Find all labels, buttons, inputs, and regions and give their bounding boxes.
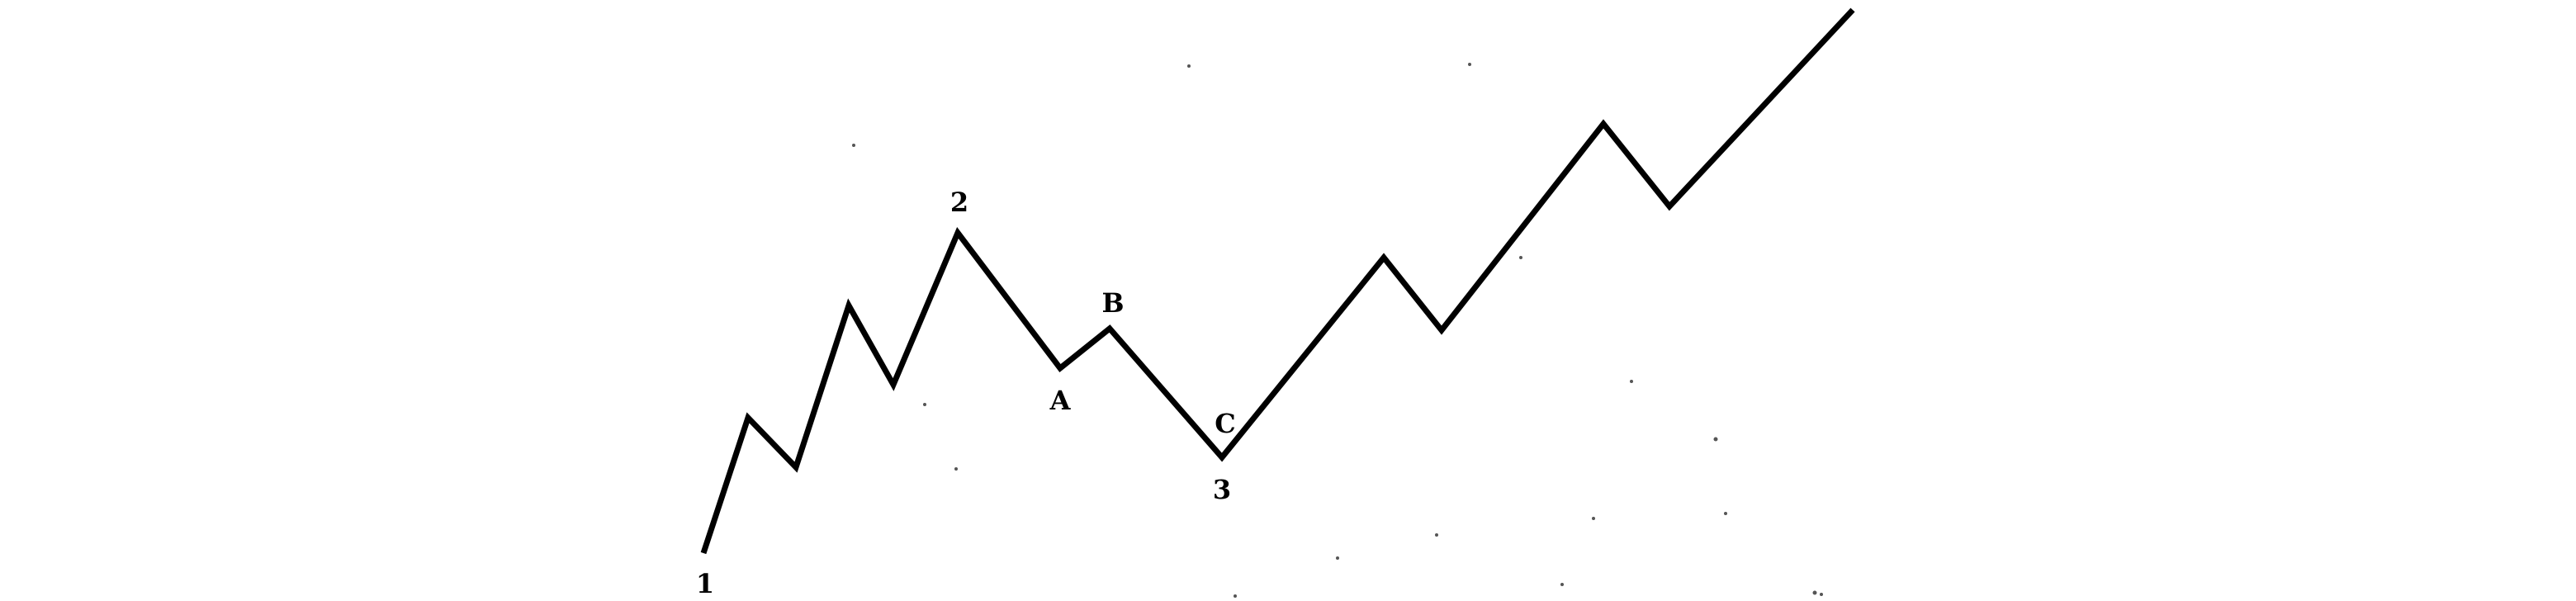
label-point-a: A [1049, 385, 1072, 416]
label-point-2: 2 [950, 187, 968, 218]
label-point-1: 1 [696, 568, 714, 599]
label-point-b: B [1101, 287, 1124, 319]
label-point-3: 3 [1213, 474, 1231, 505]
label-point-c: C [1215, 408, 1235, 439]
scan-specks [852, 63, 1823, 598]
wave-line [700, 7, 1855, 555]
